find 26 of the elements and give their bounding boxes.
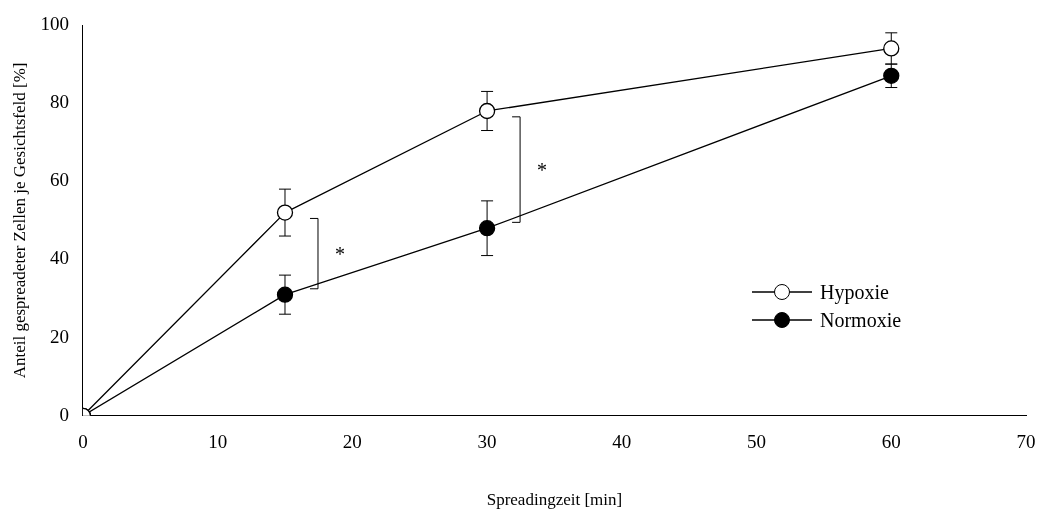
x-tick-label: 30 [477,431,497,453]
y-axis-title: Anteil gespreadeter Zellen je Gesichtsfeld [%] [9,62,29,379]
x-tick-label: 60 [881,431,901,453]
y-tick-label: 0 [59,403,69,425]
y-tick-label: 40 [49,247,69,269]
y-tick-label: 20 [49,325,69,347]
y-tick-label: 80 [49,91,69,113]
x-tick-label: 10 [208,431,228,453]
point [883,67,900,84]
x-tick-label: 70 [1016,431,1036,453]
legend-label: Hypoxie [820,280,889,304]
legend-label: Normoxie [820,308,902,332]
point [276,204,294,221]
x-tick-label: 20 [342,431,362,453]
y-tick-label: 60 [49,169,69,191]
point [883,40,900,57]
point [478,102,496,120]
x-tick-label: 0 [78,431,88,453]
x-tick-label: 50 [747,431,767,453]
point [276,286,294,303]
annotation: * [537,158,548,181]
point [478,220,496,237]
x-axis-title: Spreadingzeit [min] [486,490,623,510]
annotation: * [334,242,345,265]
x-tick-label: 40 [612,431,632,453]
y-tick-label: 100 [40,12,69,34]
